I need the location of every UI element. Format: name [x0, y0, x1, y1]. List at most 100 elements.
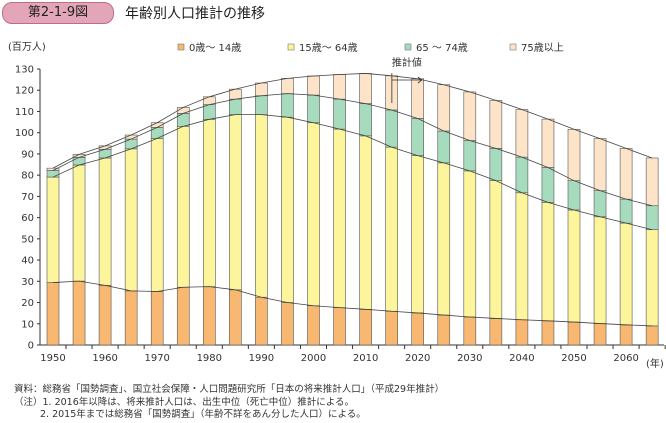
bar-segment — [359, 103, 372, 137]
stack-boundary-line — [52, 93, 653, 207]
bar-segment — [46, 282, 60, 346]
bar-segment — [307, 305, 320, 346]
bar-segment — [593, 216, 607, 324]
source-note: 資料：総務省「国勢調査」、国立社会保障・人口問題研究所「日本の将来推計人口」（平… — [14, 384, 445, 395]
x-tick-label: 2050 — [561, 353, 586, 364]
bar-segment — [359, 309, 372, 346]
legend-label: 75歳以上 — [521, 42, 564, 54]
bar-segment — [150, 138, 164, 292]
projection-arrow — [391, 76, 423, 84]
bar-segment — [281, 78, 294, 94]
bar-segment — [229, 289, 242, 346]
bar-segment — [437, 84, 451, 132]
x-tick-label: 1950 — [40, 353, 65, 364]
bar-segment — [567, 128, 581, 181]
bar-segment — [255, 296, 268, 346]
bar-segment — [645, 325, 659, 346]
y-tick-label: 10 — [21, 319, 34, 330]
x-tick-label: 2040 — [509, 353, 534, 364]
bar-segment — [281, 116, 294, 303]
note-2: 2. 2015年までは総務省「国勢調査」（年齢不詳をあん分した人口）による。 — [40, 409, 366, 420]
bar-segment — [333, 98, 346, 130]
bar-segment — [229, 98, 242, 115]
y-tick-label: 110 — [15, 107, 34, 118]
bar-segment — [307, 75, 320, 96]
bar-segment — [489, 100, 503, 149]
bar-segment — [72, 280, 86, 346]
bar-segment — [593, 190, 607, 218]
x-tick-label: 1990 — [249, 353, 274, 364]
bar-segment — [307, 94, 320, 124]
bar-segment — [307, 122, 320, 307]
bar-segment — [541, 167, 555, 203]
bar-segment — [515, 156, 529, 194]
bar-segment — [176, 286, 190, 346]
bar-segment — [515, 109, 529, 158]
bar-segment — [515, 319, 529, 346]
bar-segment — [567, 209, 581, 323]
bar-segment — [124, 148, 138, 292]
bar-segment — [463, 170, 477, 318]
bar-segment — [385, 109, 398, 148]
y-tick-label: 120 — [15, 86, 34, 97]
x-tick-label: 2020 — [405, 353, 430, 364]
x-tick-label: 1980 — [197, 353, 222, 364]
bar-segment — [619, 324, 633, 346]
bars — [46, 73, 659, 346]
figure-number-badge: 第2-1-9図 — [2, 2, 114, 24]
projection-label: 推計値 — [392, 56, 422, 69]
bar-segment — [281, 302, 294, 346]
x-tick-label: 2060 — [613, 353, 638, 364]
x-tick-label: 2000 — [301, 353, 326, 364]
bar-segment — [385, 146, 398, 312]
bar-segment — [437, 162, 451, 316]
bar-segment — [385, 310, 398, 346]
bar-segment — [489, 180, 503, 319]
source-notes: 資料：総務省「国勢調査」、国立社会保障・人口問題研究所「日本の将来推計人口」（平… — [14, 384, 444, 422]
bar-segment — [619, 222, 633, 326]
bar-segment — [645, 205, 659, 231]
bar-segment — [411, 312, 425, 346]
stack-lines — [52, 73, 653, 327]
bar-segment — [463, 316, 477, 346]
y-tick-label: 70 — [21, 192, 34, 203]
bar-segment — [255, 95, 268, 115]
x-tick-label: 2030 — [457, 353, 482, 364]
bar-segment — [359, 135, 372, 310]
bar-segment — [150, 291, 164, 346]
bar-segment — [411, 118, 425, 156]
bar-segment — [463, 91, 477, 141]
bar-segment — [437, 314, 451, 346]
y-tick-label: 0 — [28, 341, 34, 352]
bar-segment — [489, 148, 503, 181]
bar-segment — [176, 107, 190, 114]
bar-segment — [541, 202, 555, 322]
bar-segment — [489, 318, 503, 346]
bar-segment — [72, 164, 86, 282]
y-tick-label: 90 — [21, 149, 34, 160]
note-1: （注）1. 2016年以降は、将来推計人口は、出生中位（死亡中位）推計による。 — [14, 396, 354, 408]
stack-boundary-line — [52, 280, 653, 327]
bar-segment — [515, 192, 529, 321]
bar-segment — [333, 74, 346, 100]
y-tick-label: 130 — [15, 65, 34, 76]
bar-segment — [645, 229, 659, 327]
bar-segment — [98, 157, 112, 286]
y-tick-label: 30 — [21, 277, 34, 288]
bar-segment — [437, 130, 451, 164]
bar-segment — [463, 140, 477, 172]
bar-segment — [46, 170, 60, 178]
y-tick-label: 20 — [21, 298, 34, 309]
projection-annotation: 推計値 — [391, 56, 423, 103]
legend-label: 0歳～ 14歳 — [189, 42, 241, 54]
legend: 0歳～ 14歳 15歳～ 64歳 65 ～ 74歳 75歳以上 — [177, 42, 564, 54]
bar-segment — [411, 155, 425, 314]
legend-label: 65 ～ 74歳 — [416, 42, 468, 54]
bar-segment — [333, 128, 346, 308]
bar-segment — [593, 138, 607, 191]
stack-boundary-line — [52, 114, 653, 231]
figure-title: 年齢別人口推計の推移 — [125, 6, 265, 22]
bar-segment — [645, 157, 659, 207]
